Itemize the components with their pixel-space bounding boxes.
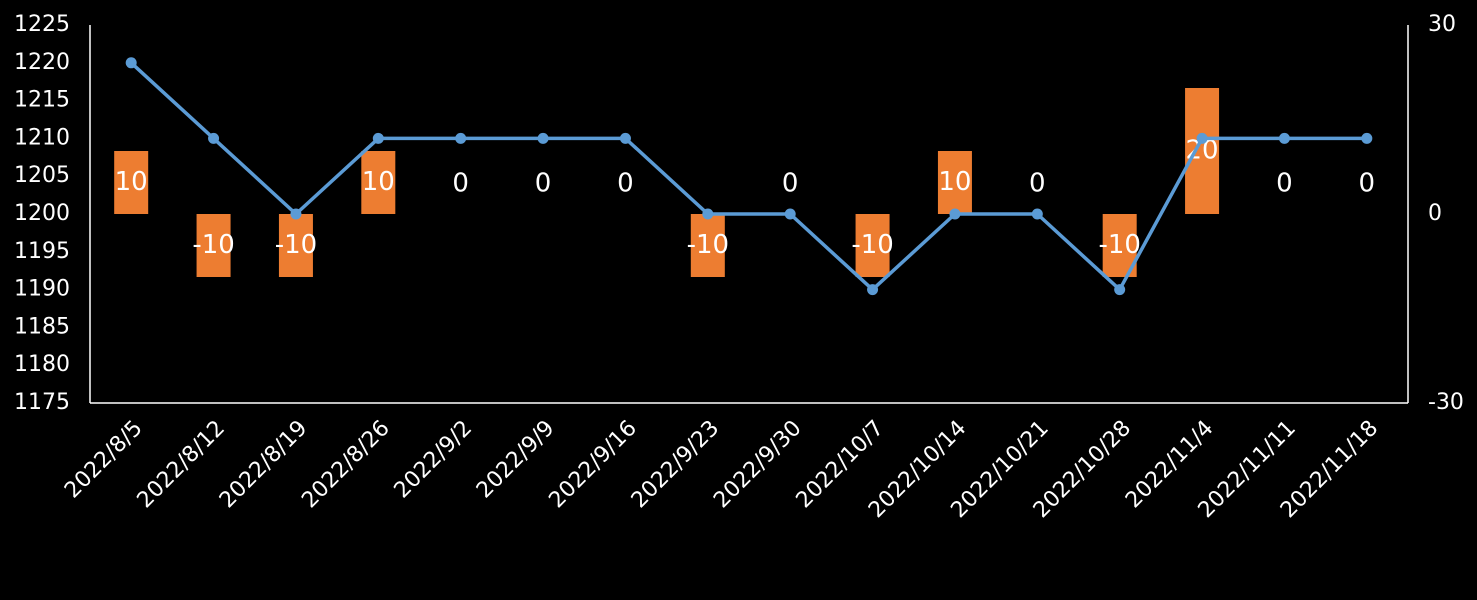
x-tick-label: 2022/9/30 [709,416,806,513]
line-marker [619,132,631,144]
line-marker [867,284,879,296]
line-marker [1361,132,1373,144]
x-tick-label: 2022/8/26 [297,416,394,513]
bar [278,214,313,277]
line-marker [208,132,220,144]
y-tick-label: 1195 [14,239,70,264]
data-label: -10 [275,230,317,260]
data-label: -10 [192,230,234,260]
y-tick-label: 1190 [14,277,70,302]
line-marker [1114,284,1126,296]
bar [690,214,725,277]
data-label: 10 [938,167,971,197]
y2-tick-label: 0 [1428,201,1442,226]
data-label: 0 [617,169,634,199]
y-tick-label: 1185 [14,314,70,339]
x-tick-label: 2022/8/5 [60,416,148,504]
line-marker [702,208,714,220]
data-label: 0 [452,169,469,199]
data-label: 0 [1359,169,1376,199]
data-label: 10 [362,167,395,197]
line-marker [1031,208,1043,220]
data-label: -10 [687,230,729,260]
y-tick-label: 1225 [14,12,70,37]
line-marker [949,208,961,220]
y2-tick-label: 30 [1428,12,1456,37]
line-marker [290,208,302,220]
bar [937,151,972,214]
y-tick-label: 1210 [14,125,70,150]
bar [855,214,890,277]
line-marker [784,208,796,220]
y-tick-label: 1175 [14,390,70,415]
line-marker [537,132,549,144]
y-tick-label: 1220 [14,50,70,75]
line-marker [1196,132,1208,144]
data-label: -10 [1098,230,1140,260]
data-label: 0 [782,169,799,199]
x-tick-label: 2022/9/2 [390,416,478,504]
data-label: 0 [535,169,552,199]
y-tick-label: 1215 [14,88,70,113]
bar [361,151,396,214]
line-marker [1278,132,1290,144]
x-tick-label: 2022/9/23 [627,416,724,513]
x-tick-label: 2022/9/9 [472,416,560,504]
x-tick-label: 2022/8/19 [215,416,312,513]
y-tick-label: 1200 [14,201,70,226]
data-label: 10 [115,167,148,197]
x-tick-label: 2022/8/12 [133,416,230,513]
line-marker [125,57,137,69]
y2-tick-label: -30 [1428,390,1464,415]
data-label: 0 [1276,169,1293,199]
bar [1185,88,1220,214]
x-tick-label: 2022/9/16 [544,416,641,513]
bar [114,151,149,214]
data-label: -10 [851,230,893,260]
y-tick-label: 1180 [14,352,70,377]
bar [196,214,231,277]
line-marker [372,132,384,144]
line [130,61,1367,292]
y-tick-label: 1205 [14,163,70,188]
data-label: 0 [1029,169,1046,199]
line-marker [455,132,467,144]
